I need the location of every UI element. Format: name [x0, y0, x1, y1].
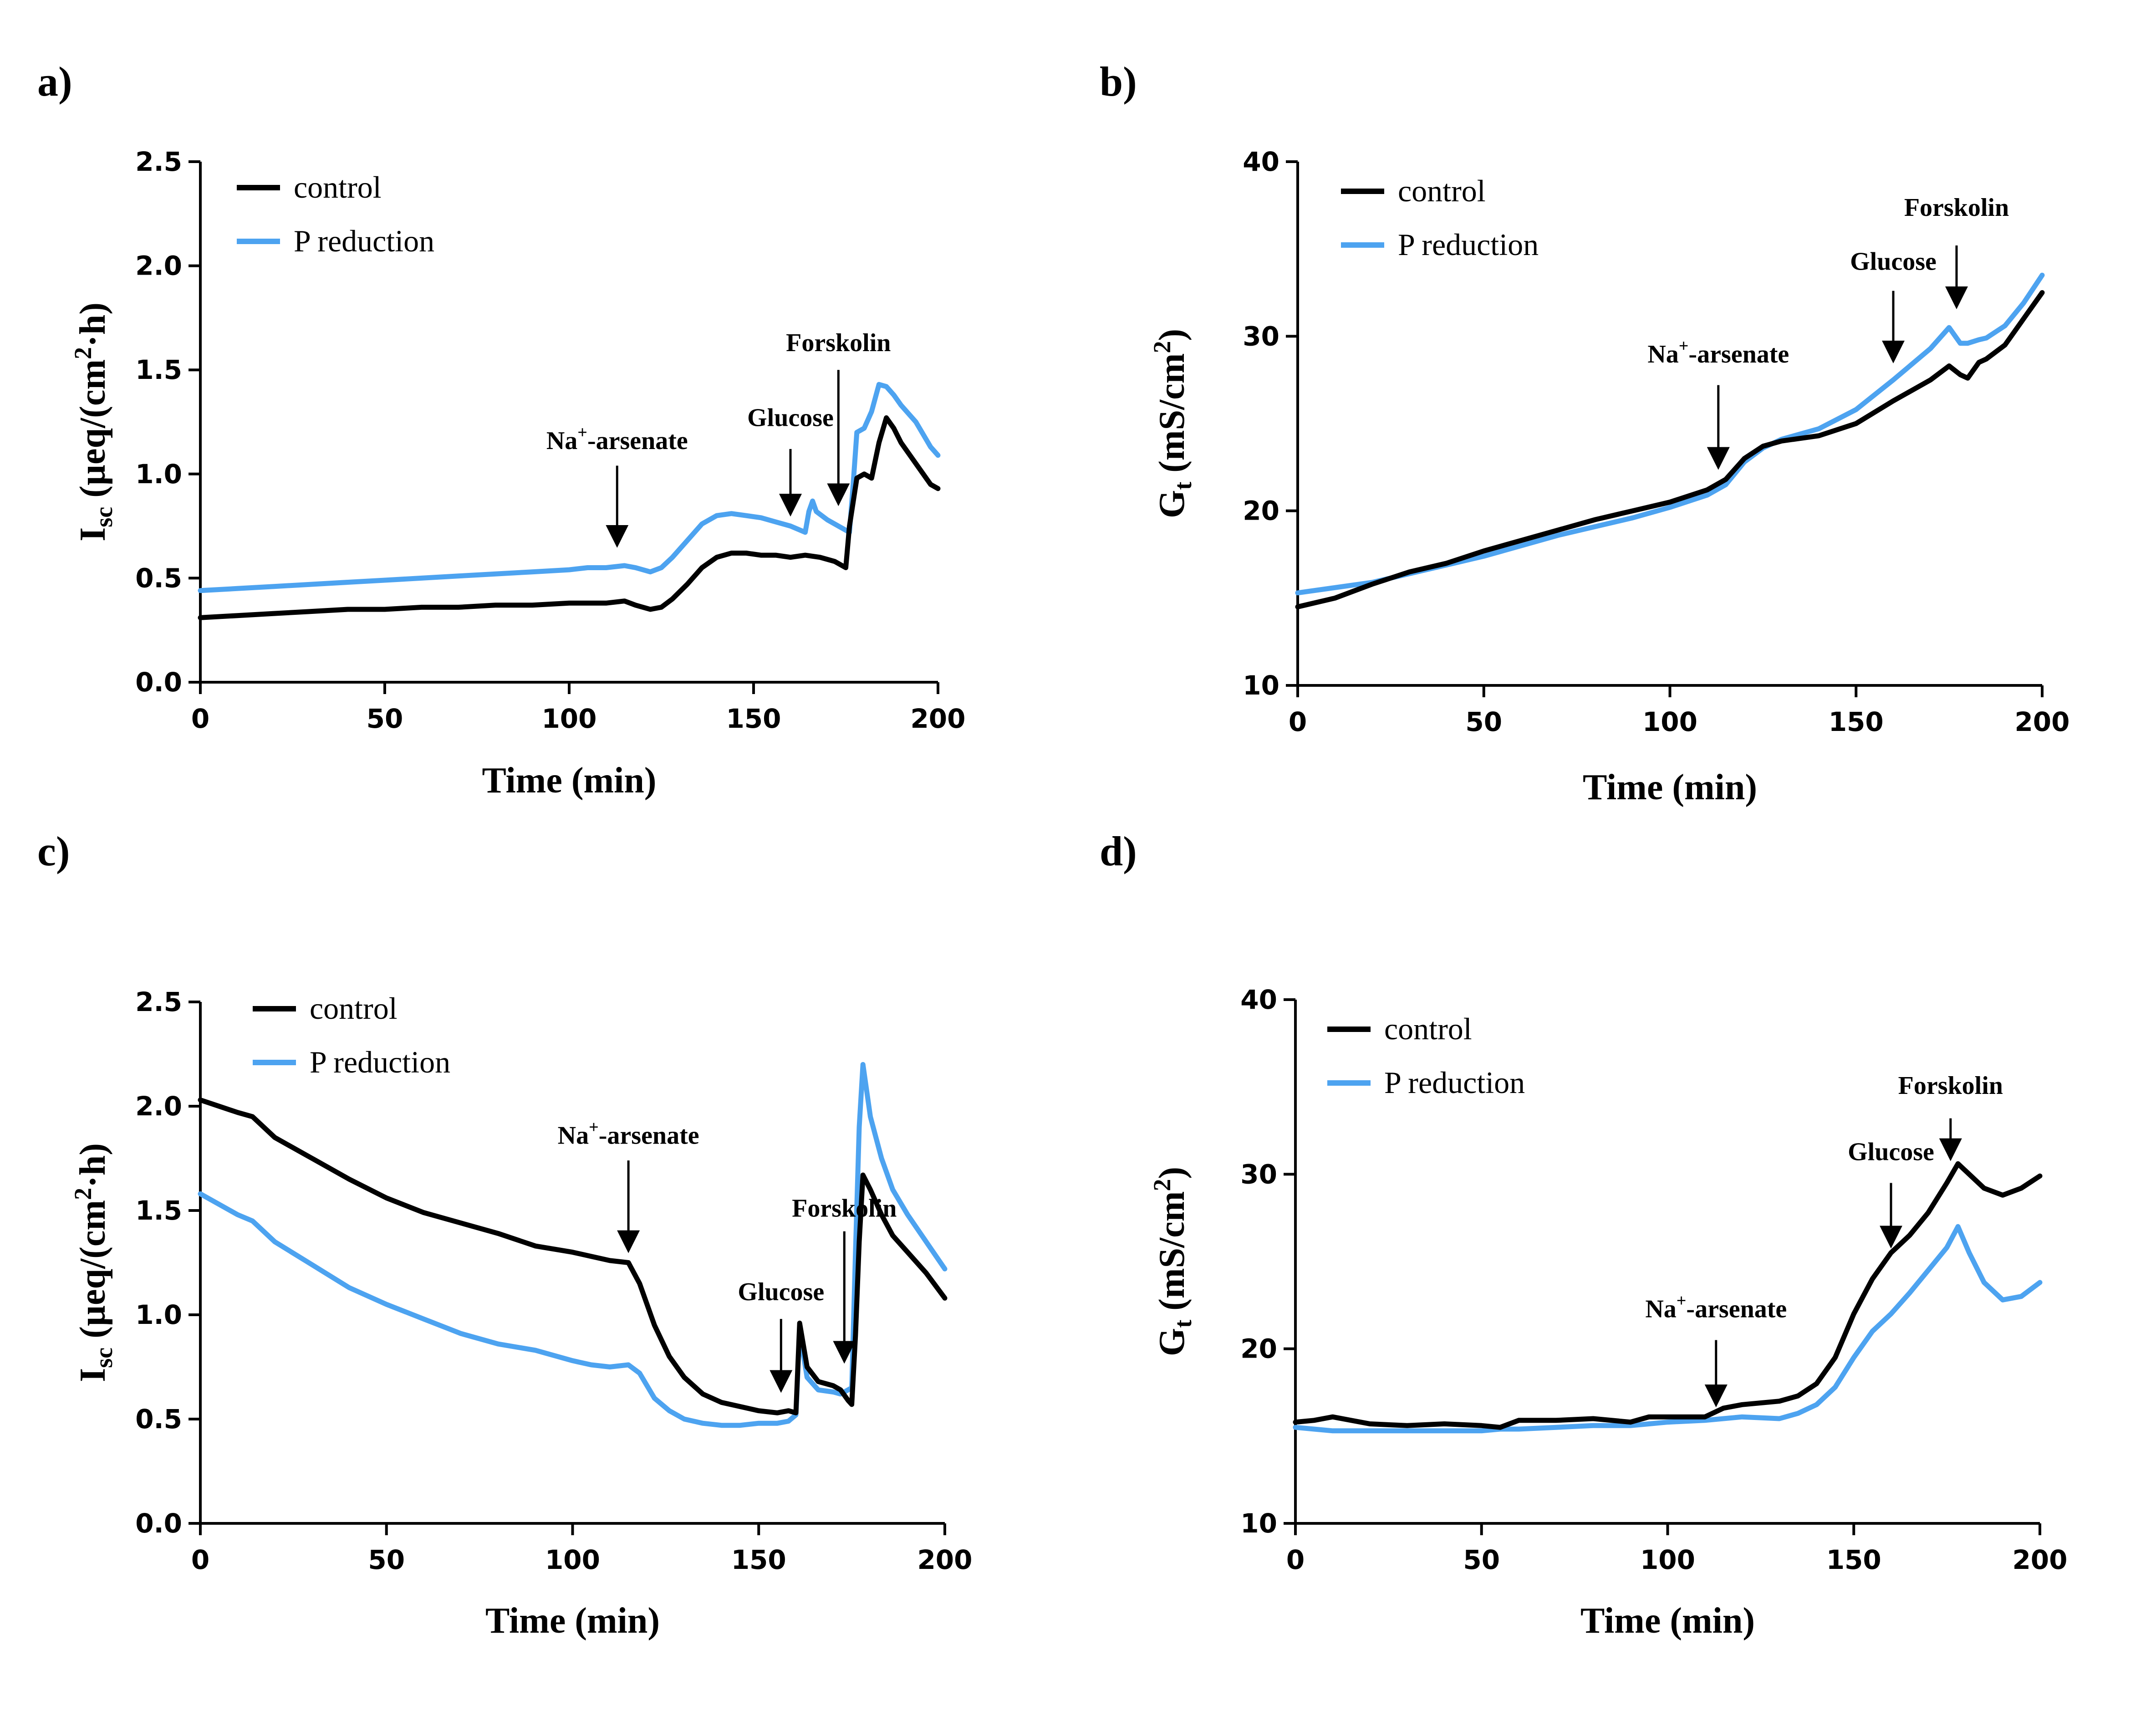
annotation-label: Na+-arsenate	[546, 423, 688, 455]
x-tick-label: 0	[191, 1544, 209, 1575]
y-tick-label: 40	[1240, 984, 1277, 1015]
legend-label: P reduction	[310, 1045, 450, 1079]
y-tick-label: 10	[1240, 1508, 1277, 1539]
x-tick-label: 50	[1465, 706, 1502, 737]
series-line-p-reduction	[198, 382, 941, 593]
x-tick-label: 150	[1826, 1544, 1881, 1575]
series-line-control	[1293, 1161, 2043, 1430]
legend-label: control	[1398, 174, 1486, 208]
panel-label: d)	[1100, 828, 1137, 874]
series-line-control	[198, 1097, 948, 1415]
annotation-label: Glucose	[738, 1278, 824, 1306]
panel-a: a) 0 50 100 150 200 0.0 0.5 1.0 1.5 2.0 2.5 Time (mi…	[37, 58, 966, 801]
x-tick-label: 150	[1829, 706, 1884, 737]
y-tick-label: 0.0	[135, 667, 182, 698]
x-tick-label: 150	[731, 1544, 786, 1575]
y-tick-label: 20	[1240, 1333, 1277, 1364]
x-tick-label: 100	[545, 1544, 600, 1575]
series-line-p-reduction	[198, 1062, 948, 1428]
panel-label: a)	[37, 58, 72, 105]
legend-label: P reduction	[1398, 227, 1539, 262]
y-tick-label: 2.5	[135, 146, 182, 177]
panel-label: b)	[1100, 58, 1137, 105]
y-tick-label: 2.0	[135, 250, 182, 281]
annotation-label: Forskolin	[1898, 1072, 2003, 1100]
x-tick-label: 50	[367, 703, 403, 734]
x-tick-label: 100	[1642, 706, 1697, 737]
y-tick-label: 1.5	[135, 1195, 182, 1226]
x-tick-label: 150	[726, 703, 781, 734]
annotation-label: Na+-arsenate	[558, 1118, 699, 1149]
panel-c: c) 0 50 100 150 200 0.0 0.5 1.0 1.5 2.0 2.5 Time (mi…	[37, 828, 973, 1641]
x-axis-title: Time (min)	[1580, 1601, 1755, 1641]
series-line-control	[1295, 290, 2045, 609]
y-tick-label: 40	[1243, 146, 1279, 177]
annotation-label: Na+-arsenate	[1647, 337, 1789, 368]
annotation-label: Forskolin	[792, 1195, 897, 1223]
panel-label: c)	[37, 828, 70, 874]
y-axis-title: Isc (µeq/(cm2·h)	[69, 302, 117, 541]
annotation-label: Glucose	[1848, 1138, 1934, 1166]
x-tick-label: 200	[917, 1544, 972, 1575]
series-line-p-reduction	[1293, 1224, 2043, 1434]
y-tick-label: 2.5	[135, 986, 182, 1017]
legend-label: P reduction	[294, 224, 434, 258]
y-tick-label: 30	[1240, 1159, 1277, 1190]
series-line-p-reduction	[1295, 272, 2045, 596]
x-tick-label: 200	[2012, 1544, 2067, 1575]
annotation-label: Na+-arsenate	[1645, 1292, 1787, 1323]
x-axis-title: Time (min)	[1583, 767, 1757, 807]
annotation-label: Glucose	[1850, 248, 1937, 276]
x-tick-label: 100	[1640, 1544, 1695, 1575]
y-axis-title: Gt (mS/cm2)	[1148, 329, 1197, 518]
x-tick-label: 0	[1286, 1544, 1305, 1575]
series-line-control	[198, 415, 941, 620]
x-tick-label: 100	[541, 703, 596, 734]
x-axis-title: Time (min)	[485, 1601, 660, 1641]
x-tick-label: 200	[2014, 706, 2069, 737]
y-tick-label: 0.0	[135, 1508, 182, 1539]
y-tick-label: 1.0	[135, 459, 182, 490]
y-tick-label: 1.0	[135, 1299, 182, 1330]
y-tick-label: 30	[1243, 321, 1279, 352]
y-tick-label: 0.5	[135, 562, 182, 593]
legend-label: control	[310, 991, 398, 1026]
annotation-label: Forskolin	[1904, 194, 2009, 222]
y-tick-label: 2.0	[135, 1091, 182, 1122]
legend-label: P reduction	[1384, 1065, 1525, 1100]
legend-label: control	[294, 170, 382, 204]
panel-d: d) 0 50 100 150 200 10 20 30 40 Time (min) Gt (mS/c…	[1100, 828, 2068, 1641]
y-tick-label: 0.5	[135, 1404, 182, 1435]
x-tick-label: 0	[1289, 706, 1307, 737]
annotation-label: Glucose	[747, 404, 834, 432]
y-axis-title: Isc (µeq/(cm2·h)	[69, 1143, 117, 1382]
x-tick-label: 200	[910, 703, 965, 734]
x-tick-label: 50	[368, 1544, 405, 1575]
y-tick-label: 1.5	[135, 354, 182, 385]
annotation-label: Forskolin	[786, 329, 891, 357]
y-tick-label: 10	[1243, 670, 1279, 701]
x-tick-label: 0	[191, 703, 209, 734]
legend-label: control	[1384, 1011, 1472, 1046]
x-tick-label: 50	[1463, 1544, 1500, 1575]
y-axis-title: Gt (mS/cm2)	[1148, 1167, 1197, 1356]
x-axis-title: Time (min)	[482, 761, 657, 801]
y-tick-label: 20	[1243, 495, 1279, 526]
panel-b: b) 0 50 100 150 200 10 20 30 40 Time (min) Gt (mS/c…	[1100, 58, 2070, 807]
